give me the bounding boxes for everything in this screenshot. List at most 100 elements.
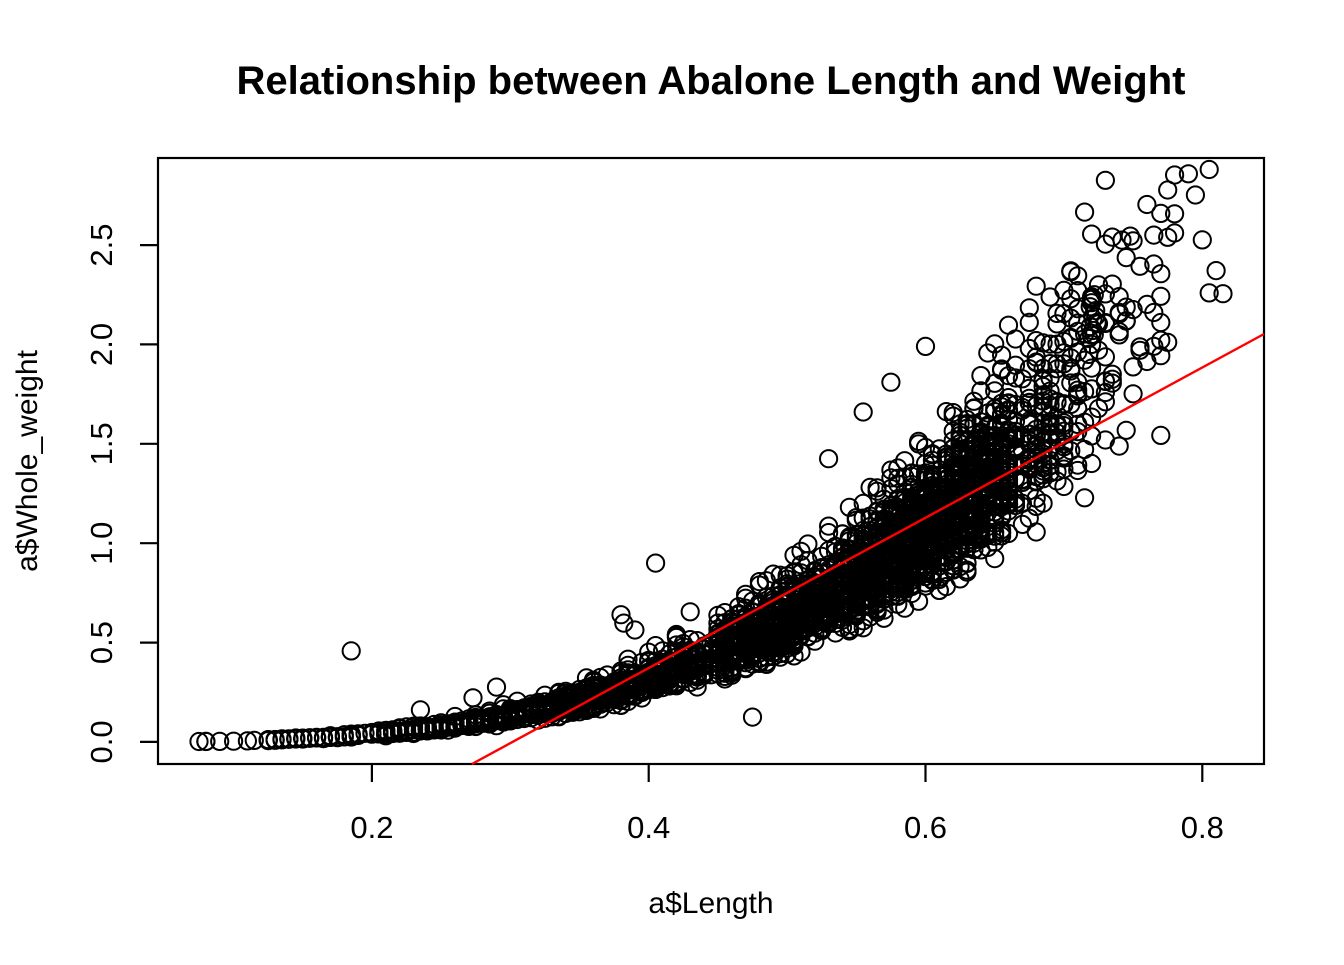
data-point	[936, 450, 956, 470]
data-point	[265, 730, 285, 750]
data-point	[971, 508, 991, 529]
data-point	[614, 613, 634, 633]
data-point	[1040, 381, 1060, 401]
data-point	[1185, 185, 1206, 205]
data-point	[722, 646, 742, 666]
axes-ticks-layer: 0.2 0.4 0.6 0.8 0.0 0.5 1.0 1.5 2.0 2.5	[84, 224, 1224, 845]
x-axis-tick-label: 0.8	[1181, 810, 1224, 845]
data-point	[915, 453, 936, 474]
data-point	[998, 487, 1019, 507]
data-point	[978, 451, 998, 471]
data-point	[943, 516, 963, 536]
data-point	[1151, 264, 1171, 284]
data-point	[749, 575, 770, 595]
data-point	[881, 468, 901, 488]
data-point	[1116, 311, 1136, 331]
data-point	[985, 532, 1005, 552]
data-point	[1012, 369, 1033, 389]
data-point	[832, 524, 853, 544]
data-point	[846, 601, 866, 621]
data-point	[819, 523, 839, 543]
data-point	[438, 717, 458, 737]
data-point	[819, 449, 839, 469]
data-point	[224, 731, 244, 751]
data-point	[1033, 391, 1053, 411]
data-point	[992, 497, 1012, 517]
data-point	[313, 728, 334, 748]
y-axis-tick-label: 1.0	[84, 522, 119, 565]
data-point	[957, 525, 977, 545]
data-point	[1019, 312, 1039, 332]
data-point	[327, 727, 347, 747]
data-point	[383, 722, 403, 742]
data-point	[874, 574, 894, 594]
data-point	[272, 729, 292, 749]
data-point	[888, 556, 908, 576]
data-point	[1213, 284, 1233, 304]
regression-line-layer	[471, 332, 1265, 766]
data-point	[1005, 426, 1026, 446]
data-point	[839, 531, 860, 551]
data-point	[888, 569, 908, 589]
data-point	[742, 591, 763, 611]
data-point	[611, 605, 631, 625]
data-point	[742, 707, 763, 727]
data-point	[985, 496, 1005, 516]
data-point	[1144, 254, 1164, 274]
data-point	[1137, 194, 1157, 215]
data-point	[1095, 284, 1116, 304]
data-point	[1033, 371, 1053, 391]
data-point	[950, 433, 970, 453]
data-point	[978, 432, 998, 452]
data-point	[653, 666, 673, 686]
chart-title: Relationship between Abalone Length and …	[237, 59, 1186, 103]
data-point	[895, 546, 915, 566]
data-point	[964, 519, 984, 539]
data-point	[1054, 354, 1074, 374]
data-point	[563, 683, 583, 703]
data-point	[1083, 320, 1103, 341]
data-point	[1151, 425, 1171, 445]
data-point	[1019, 393, 1039, 413]
data-point	[1199, 159, 1219, 180]
data-point	[943, 560, 963, 580]
data-point	[985, 469, 1005, 489]
data-point	[1144, 225, 1164, 245]
data-point	[1151, 203, 1171, 223]
data-point	[480, 714, 500, 734]
data-point	[334, 727, 354, 747]
data-point	[998, 388, 1019, 408]
data-point	[362, 722, 382, 743]
data-point	[943, 452, 963, 472]
data-point	[853, 531, 873, 552]
data-point	[1033, 402, 1053, 422]
data-point	[666, 624, 687, 645]
data-point	[950, 425, 970, 445]
data-point	[812, 603, 832, 623]
data-point	[1019, 359, 1039, 379]
data-point	[1026, 276, 1046, 296]
data-point	[874, 518, 894, 538]
x-axis-tick-label: 0.4	[627, 810, 670, 845]
data-point	[1151, 346, 1171, 366]
x-axis-tick-label: 0.2	[350, 810, 393, 845]
data-point	[902, 463, 922, 483]
data-point	[1158, 180, 1178, 200]
data-point	[902, 529, 922, 549]
data-point	[853, 493, 873, 513]
data-point	[819, 560, 839, 580]
data-point	[500, 709, 520, 729]
data-point	[749, 616, 770, 636]
data-point	[1109, 436, 1129, 456]
data-point	[895, 509, 915, 529]
data-point	[1026, 471, 1046, 491]
data-point	[293, 729, 313, 749]
data-point	[196, 731, 216, 752]
data-point	[943, 473, 963, 493]
data-point	[355, 723, 375, 743]
data-point	[680, 602, 700, 622]
data-point	[1061, 261, 1081, 281]
data-point	[583, 675, 604, 695]
